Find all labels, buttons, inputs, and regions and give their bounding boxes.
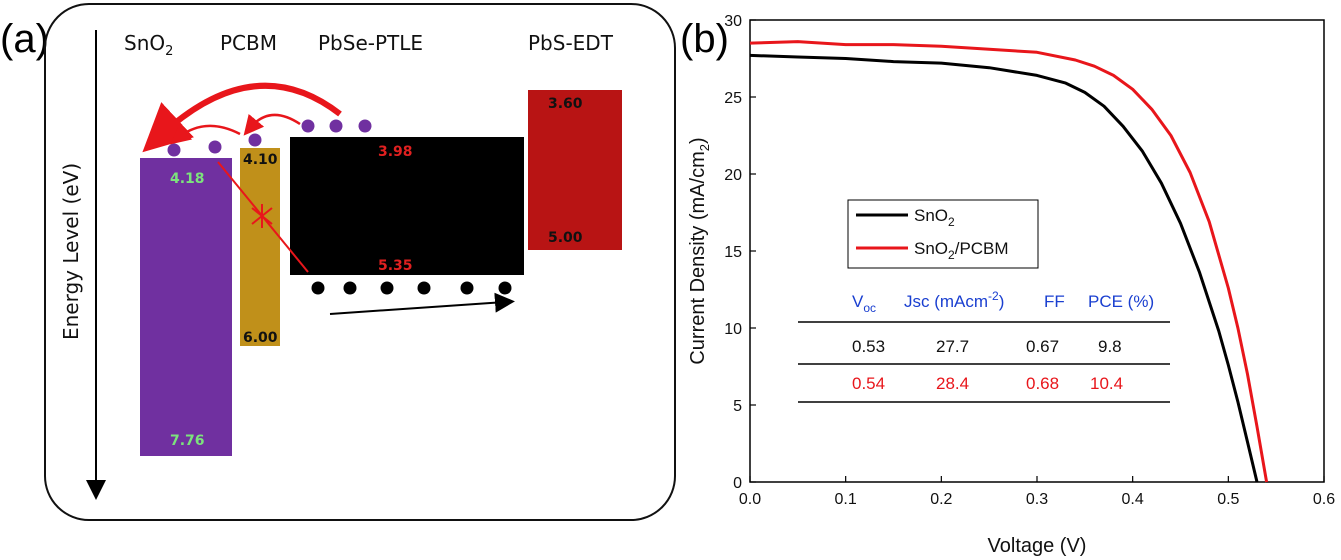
electron-transfer-arrows bbox=[142, 82, 342, 273]
x-tick-label: 0.3 bbox=[1026, 491, 1048, 508]
table-cell: 0.68 bbox=[1026, 374, 1059, 393]
electron-dot bbox=[208, 140, 222, 154]
hole-dot bbox=[311, 281, 325, 295]
level-pbse-lumo: 3.98 bbox=[378, 144, 413, 160]
level-pbse-homo: 5.35 bbox=[378, 258, 413, 274]
hole-dot bbox=[380, 281, 394, 295]
level-pcbm-lumo: 4.10 bbox=[243, 152, 278, 168]
hole-dot bbox=[417, 281, 431, 295]
transfer-arrow-pbse-to-sno2 bbox=[142, 82, 342, 153]
parameter-table: Voc Jsc (mAcm-2) FF PCE (%) 0.53 27.7 0.… bbox=[798, 289, 1170, 403]
table-header-ff: FF bbox=[1044, 292, 1065, 311]
electron-dot bbox=[167, 143, 181, 157]
y-tick-label: 30 bbox=[724, 13, 742, 30]
hole-dot bbox=[498, 281, 512, 295]
legend: SnO2 SnO2/PCBM bbox=[847, 199, 1039, 269]
x-axis-ticks: 0.0 0.1 0.2 0.3 0.4 0.5 0.6 bbox=[739, 476, 1335, 508]
y-tick-label: 20 bbox=[724, 167, 742, 184]
hole-dots bbox=[311, 281, 512, 295]
table-cell: 0.54 bbox=[852, 374, 885, 393]
y-tick-label: 5 bbox=[733, 398, 742, 415]
hole-dot bbox=[343, 281, 357, 295]
material-name-pcbm: PCBM bbox=[220, 31, 277, 55]
table-cell: 28.4 bbox=[936, 374, 969, 393]
panel-b: (b) 0.0 0.1 0.2 0.3 0.4 0.5 0.6 0 5 10 15 20 25 30 V… bbox=[680, 13, 1335, 557]
x-tick-label: 0.1 bbox=[835, 491, 857, 508]
y-tick-label: 0 bbox=[733, 475, 742, 492]
hole-dot bbox=[460, 281, 474, 295]
panel-a-letter: (a) bbox=[0, 17, 49, 61]
x-tick-label: 0.4 bbox=[1122, 491, 1144, 508]
x-tick-label: 0.2 bbox=[930, 491, 952, 508]
x-tick-label: 0.0 bbox=[739, 491, 761, 508]
table-header-pce: PCE (%) bbox=[1088, 292, 1154, 311]
band-bar-pbse bbox=[290, 137, 524, 275]
transfer-arrow-pbse-to-pcbm bbox=[243, 113, 301, 136]
material-name-pbse: PbSe-PTLE bbox=[318, 31, 423, 55]
table-cell: 27.7 bbox=[936, 337, 969, 356]
y-axis-label: Current Density (mA/cm2) bbox=[687, 137, 712, 364]
table-header-voc: Voc bbox=[852, 292, 876, 315]
level-pbs-homo: 5.00 bbox=[548, 230, 583, 246]
blocked-cross-mark bbox=[251, 207, 273, 225]
y-axis-ticks: 0 5 10 15 20 25 30 bbox=[724, 13, 756, 492]
table-cell: 9.8 bbox=[1098, 337, 1122, 356]
table-row-sno2: 0.53 27.7 0.67 9.8 bbox=[852, 337, 1122, 356]
series-line-sno2-pcbm bbox=[749, 40, 1269, 483]
band-bar-pcbm bbox=[240, 148, 280, 346]
x-axis-label: Voltage (V) bbox=[988, 535, 1087, 557]
electron-dot bbox=[301, 119, 315, 133]
table-cell: 0.67 bbox=[1026, 337, 1059, 356]
legend-label-sno2-pcbm: SnO2/PCBM bbox=[914, 239, 1009, 262]
y-tick-label: 15 bbox=[724, 244, 742, 261]
x-tick-label: 0.5 bbox=[1217, 491, 1239, 508]
series-line-sno2 bbox=[749, 53, 1259, 483]
panel-b-letter: (b) bbox=[680, 17, 729, 61]
level-pbs-lumo: 3.60 bbox=[548, 96, 583, 112]
x-tick-label: 0.6 bbox=[1313, 491, 1335, 508]
level-sno2-homo: 7.76 bbox=[170, 433, 205, 449]
jv-curves bbox=[749, 40, 1269, 483]
table-cell: 10.4 bbox=[1090, 374, 1123, 393]
material-name-pbs: PbS-EDT bbox=[528, 31, 614, 55]
band-bar-pbs bbox=[528, 90, 622, 250]
y-tick-label: 25 bbox=[724, 90, 742, 107]
table-cell: 0.53 bbox=[852, 337, 885, 356]
table-header-jsc: Jsc (mAcm-2) bbox=[904, 289, 1004, 311]
panel-a-frame bbox=[44, 3, 676, 521]
electron-dot bbox=[329, 119, 343, 133]
hole-transport-arrow bbox=[329, 292, 515, 315]
band-bar-sno2 bbox=[140, 158, 232, 456]
level-sno2-lumo: 4.18 bbox=[170, 171, 205, 187]
electron-dot bbox=[248, 133, 262, 147]
material-name-sno2: SnO2 bbox=[124, 31, 173, 59]
panel-a: (a) Energy Level (eV) SnO2 PCBM PbSe-PTL… bbox=[0, 3, 676, 521]
legend-box bbox=[847, 199, 1039, 269]
jv-plot: 0.0 0.1 0.2 0.3 0.4 0.5 0.6 0 5 10 15 20 25 30 Volta… bbox=[687, 13, 1335, 557]
legend-label-sno2: SnO2 bbox=[914, 206, 955, 229]
electron-dot bbox=[358, 119, 372, 133]
y-tick-label: 10 bbox=[724, 321, 742, 338]
level-pcbm-homo: 6.00 bbox=[243, 330, 278, 346]
table-row-sno2-pcbm: 0.54 28.4 0.68 10.4 bbox=[852, 374, 1123, 393]
transfer-arrow-pcbm-to-sno2 bbox=[170, 123, 241, 145]
energy-axis-label: Energy Level (eV) bbox=[59, 163, 83, 340]
